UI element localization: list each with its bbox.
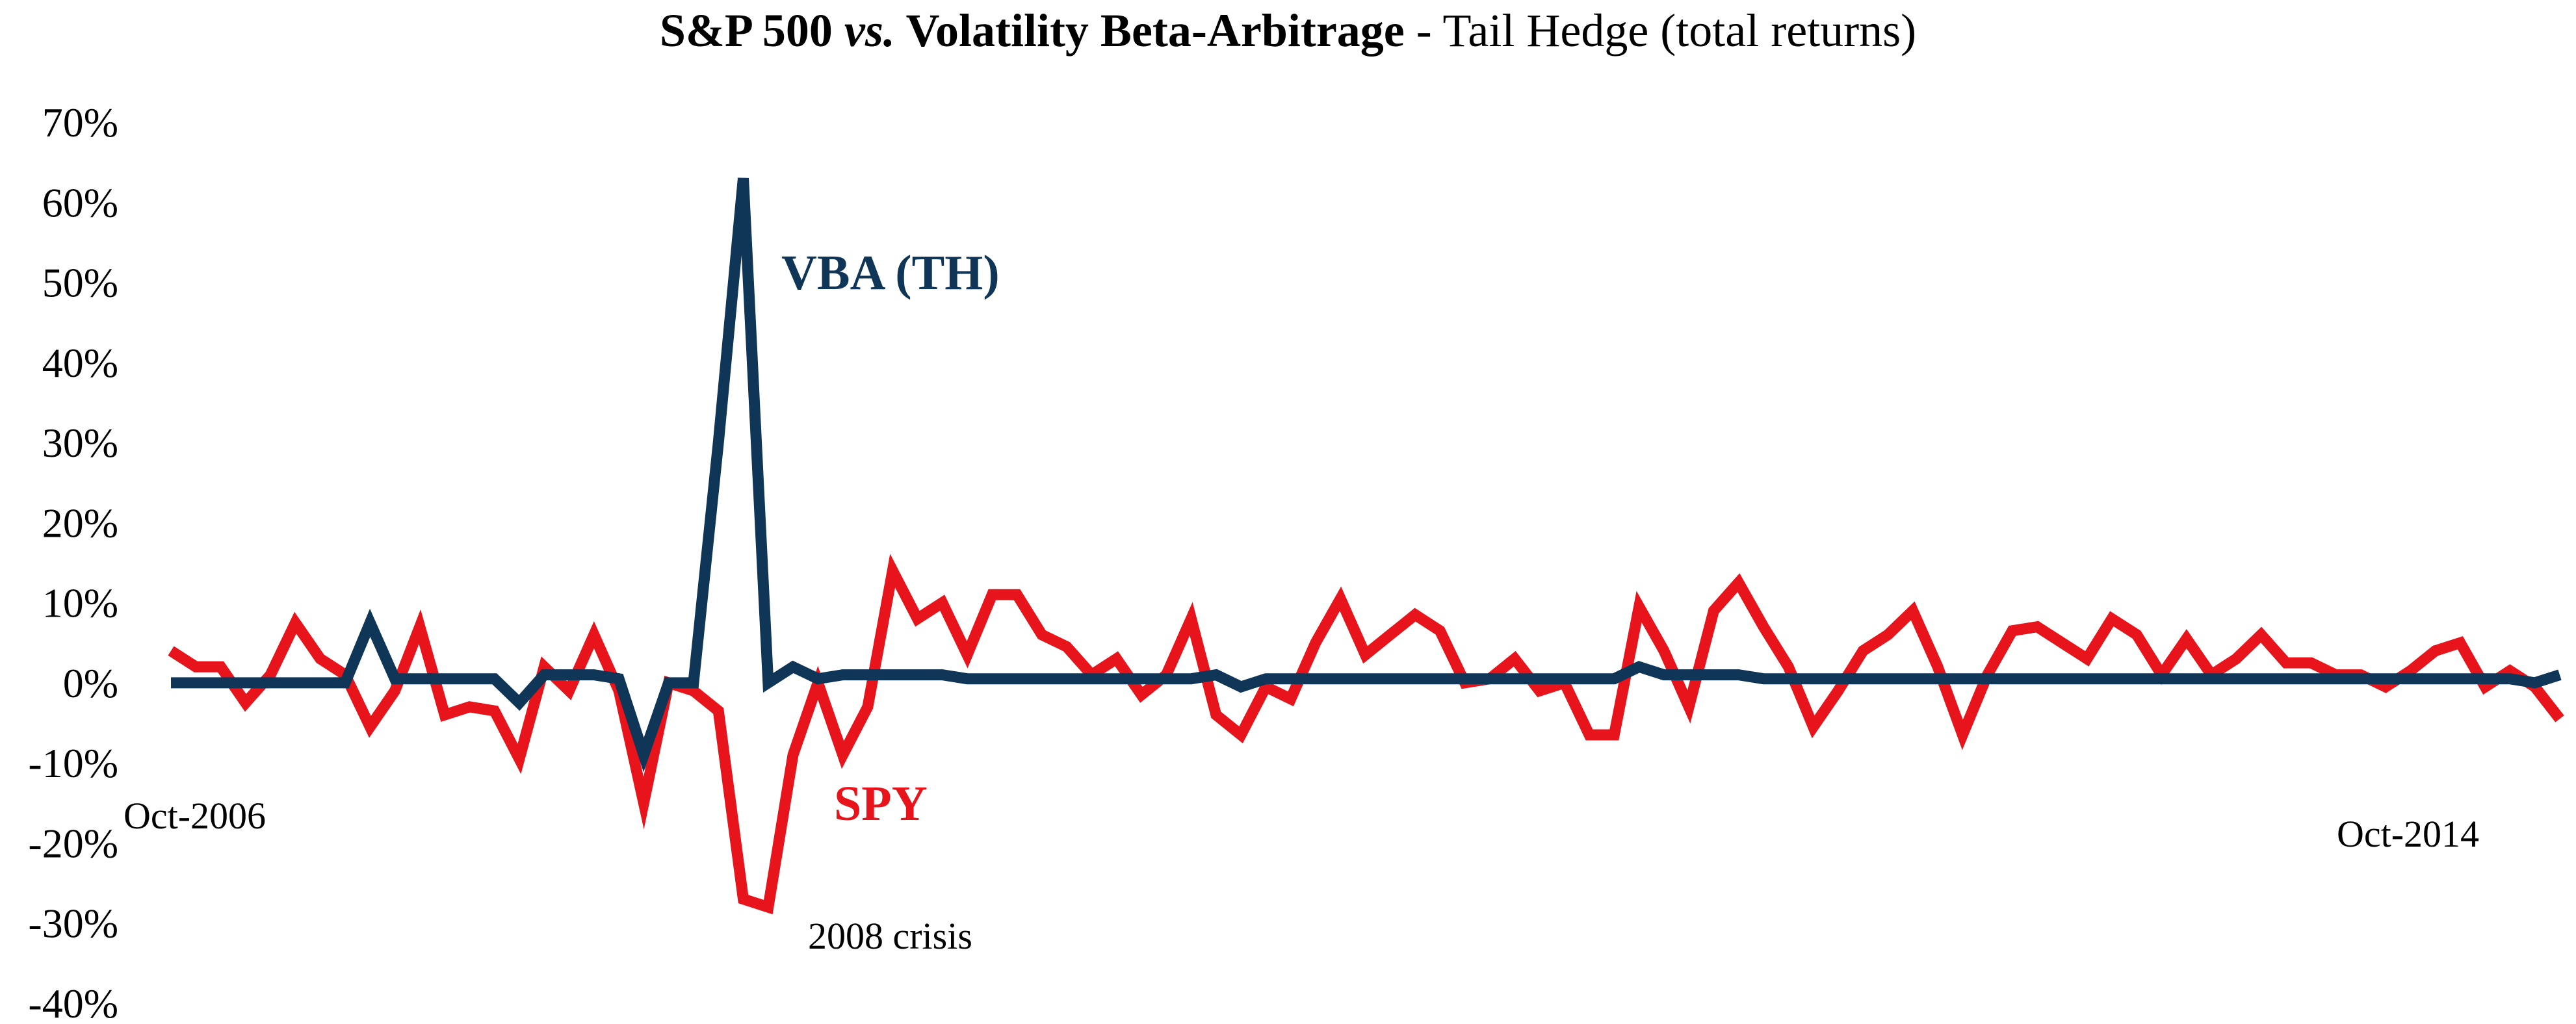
label-layer: Oct-2006 Oct-2014 2008 crisis VBA (TH) S… (124, 246, 2479, 957)
series-layer (168, 177, 2564, 915)
series-spy (168, 554, 2564, 915)
chart-title: S&P 500 vs. Volatility Beta-Arbitrage - … (0, 4, 2576, 58)
series-line-spy (168, 554, 2564, 915)
series-vba-th (170, 177, 2562, 773)
chart-title-part1: S&P 500 (659, 5, 844, 57)
x-end-label: Oct-2014 (2337, 813, 2479, 855)
series-label-spy: SPY (834, 776, 928, 831)
y-axis: 70% 60% 50% 40% 30% 20% 10% 0% -10% -20% -30% -40% (28, 99, 118, 1024)
y-tick-label: 0% (63, 660, 118, 706)
y-tick-label: 50% (42, 260, 118, 306)
y-tick-label: -20% (28, 820, 118, 866)
x-start-label: Oct-2006 (124, 795, 266, 837)
chart-title-part3: Volatility Beta-Arbitrage (894, 5, 1405, 57)
y-tick-label: 30% (42, 420, 118, 466)
y-tick-label: -10% (28, 740, 118, 786)
y-tick-label: 70% (42, 99, 118, 146)
series-label-vba: VBA (TH) (781, 246, 1000, 300)
y-tick-label: 20% (42, 500, 118, 546)
chart-title-vs: vs. (844, 5, 895, 57)
y-tick-label: 10% (42, 580, 118, 626)
y-tick-label: 40% (42, 340, 118, 386)
crisis-annotation: 2008 crisis (808, 915, 972, 957)
y-tick-label: 60% (42, 179, 118, 225)
y-tick-label: -30% (28, 901, 118, 947)
y-tick-label: -40% (28, 980, 118, 1024)
chart-title-part4: - Tail Hedge (total returns) (1404, 5, 1917, 57)
